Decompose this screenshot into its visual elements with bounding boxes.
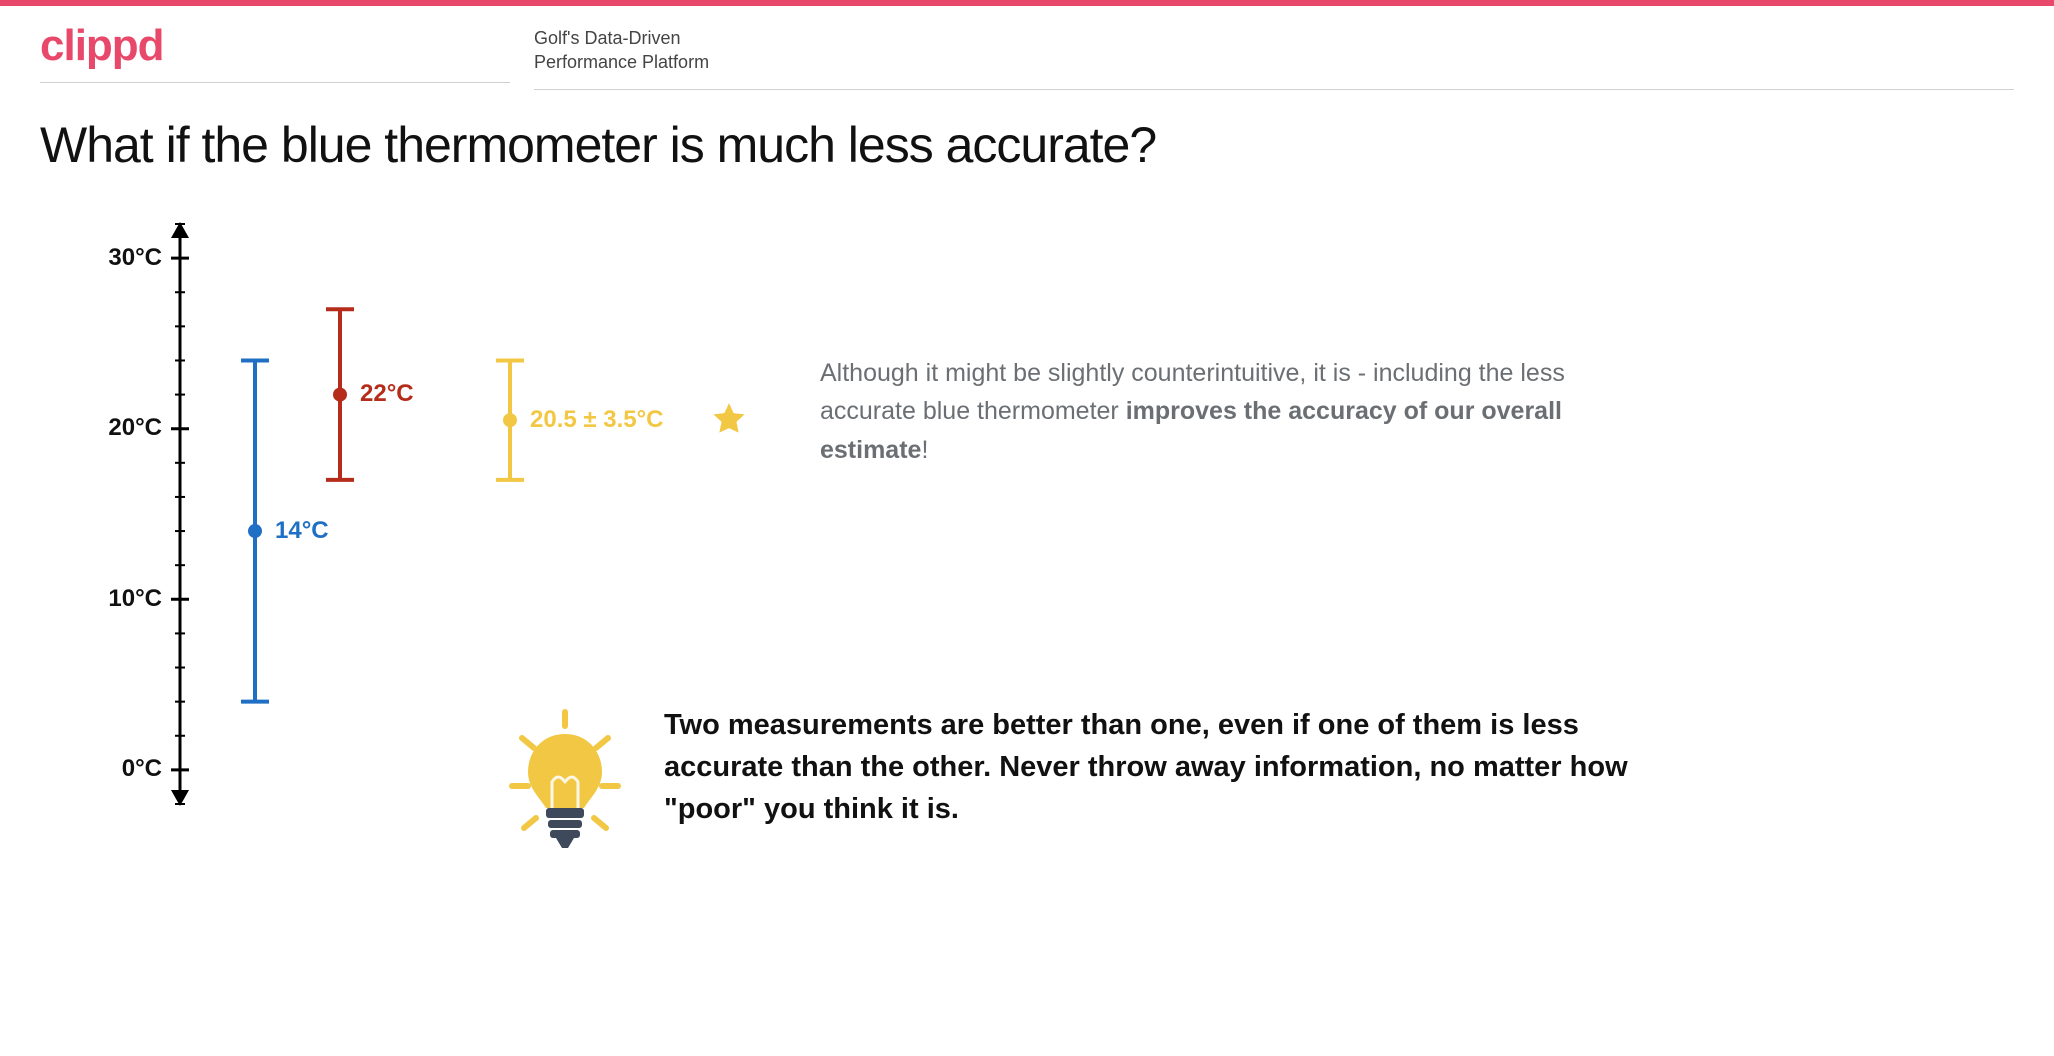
chart-svg: [120, 204, 780, 824]
tagline-line2: Performance Platform: [534, 52, 709, 72]
axis-tick-label: 0°C: [122, 755, 162, 783]
explanation-text: Although it might be slightly counterint…: [820, 354, 1600, 470]
series-label-blue: 14°C: [275, 517, 329, 545]
explain-suffix: !: [921, 436, 928, 464]
axis-tick-label: 20°C: [108, 414, 162, 442]
series-label-red: 22°C: [360, 380, 414, 408]
thermometer-chart: 0°C10°C20°C30°C14°C22°C20.5 ± 3.5°C: [120, 204, 780, 824]
takeaway-text: Two measurements are better than one, ev…: [664, 704, 1700, 830]
tagline: Golf's Data-Driven Performance Platform: [534, 26, 2014, 75]
header: clippd Golf's Data-Driven Performance Pl…: [0, 6, 2054, 90]
logo-block: clippd: [40, 24, 510, 83]
content: 0°C 10°C 20°C 30°C 14°C 22°C 20.5 ± 3.5°C Alth…: [0, 184, 2054, 894]
star-icon: [710, 400, 748, 438]
series-label-combined: 20.5 ± 3.5°C: [530, 406, 664, 434]
axis-tick-label: 10°C: [108, 585, 162, 613]
brand-logo: clippd: [40, 24, 510, 68]
tagline-block: Golf's Data-Driven Performance Platform: [534, 24, 2014, 90]
axis-tick-label: 30°C: [108, 244, 162, 272]
tagline-line1: Golf's Data-Driven: [534, 28, 680, 48]
page-title: What if the blue thermometer is much les…: [0, 90, 2054, 184]
explanation: Although it might be slightly counterint…: [820, 204, 1600, 470]
